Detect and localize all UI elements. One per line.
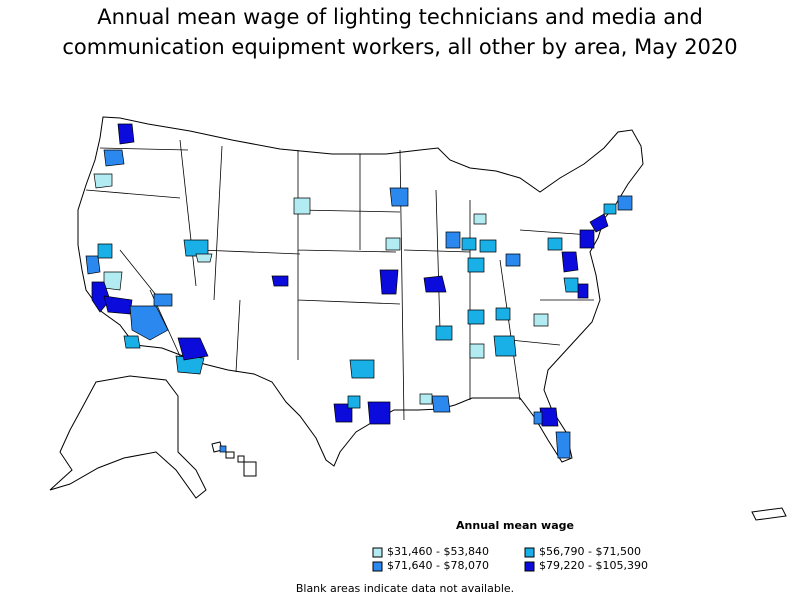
area-iowa <box>385 237 401 251</box>
legend-label-1: $31,460 - $53,840 <box>387 545 489 558</box>
area-dallas <box>349 359 375 379</box>
area-philly <box>579 229 595 249</box>
area-minneapolis <box>389 187 409 207</box>
area-las-vegas <box>153 293 173 307</box>
area-ohio <box>505 253 521 267</box>
area-nashville <box>435 325 453 341</box>
area-birmingham <box>469 343 485 359</box>
legend-swatch-3 <box>524 547 535 558</box>
area-dc <box>561 251 579 273</box>
area-louisville <box>467 309 485 325</box>
area-houston <box>367 401 391 425</box>
area-baltimore <box>577 283 589 299</box>
area-san-diego <box>123 335 141 349</box>
area-pittsburgh <box>547 237 563 251</box>
legend-item-4: $79,220 - $105,390 <box>539 559 648 573</box>
area-phoenix <box>129 305 169 341</box>
area-st-louis <box>423 275 447 293</box>
area-la-b <box>419 393 433 405</box>
area-austin <box>333 403 353 423</box>
area-atlanta <box>493 335 517 357</box>
area-michigan <box>479 239 497 253</box>
area-boston <box>617 195 633 211</box>
area-kansas-city <box>379 269 399 295</box>
puerto-rico <box>751 507 787 521</box>
area-ky-b <box>495 307 511 321</box>
area-miami <box>555 431 571 459</box>
legend-title: Annual mean wage <box>456 519 574 532</box>
area-regions <box>85 123 633 459</box>
legend-swatch-1 <box>372 547 383 558</box>
legend-swatches <box>372 547 535 572</box>
area-portland <box>103 149 125 167</box>
hawaii <box>211 441 257 477</box>
legend-swatch-2 <box>372 561 383 572</box>
area-fresno <box>103 271 123 291</box>
area-sf-bay <box>85 255 101 275</box>
legend-item-1: $31,460 - $53,840 <box>387 545 489 559</box>
map-title: Annual mean wage of lighting technicians… <box>0 2 800 62</box>
legend-item-2: $71,640 - $78,070 <box>387 559 489 573</box>
area-orlando <box>539 407 559 427</box>
legend-label-4: $79,220 - $105,390 <box>539 559 648 572</box>
area-nm-south <box>177 337 209 361</box>
area-montana <box>293 197 311 215</box>
hawaii-highlight <box>219 445 227 453</box>
state-borders <box>85 139 594 421</box>
area-la <box>91 281 111 313</box>
alaska <box>49 375 207 499</box>
area-sacramento <box>97 243 113 259</box>
area-ct <box>603 203 617 215</box>
area-new-orleans <box>431 395 451 413</box>
area-charlotte <box>533 313 549 327</box>
area-seattle <box>117 123 135 145</box>
title-line-1: Annual mean wage of lighting technicians… <box>97 5 703 29</box>
legend-item-3: $56,790 - $71,500 <box>539 545 641 559</box>
legend-label-3: $56,790 - $71,500 <box>539 545 641 558</box>
area-indy <box>467 257 485 273</box>
area-salt-lake <box>183 239 209 257</box>
area-or-south <box>93 173 113 189</box>
area-riverside <box>103 295 133 315</box>
area-richmond <box>563 277 579 293</box>
area-tx-b <box>347 395 361 409</box>
footnote: Blank areas indicate data not available. <box>295 582 515 595</box>
area-mi-b <box>473 213 487 225</box>
legend-swatch-4 <box>524 561 535 572</box>
title-line-2: communication equipment workers, all oth… <box>62 35 738 59</box>
area-utah-b <box>195 253 213 263</box>
area-jacksonville <box>533 411 543 425</box>
area-nyc <box>589 213 609 233</box>
area-chicago <box>445 231 461 249</box>
area-denver <box>271 275 289 287</box>
area-il-b <box>461 237 477 251</box>
legend-label-2: $71,640 - $78,070 <box>387 559 489 572</box>
